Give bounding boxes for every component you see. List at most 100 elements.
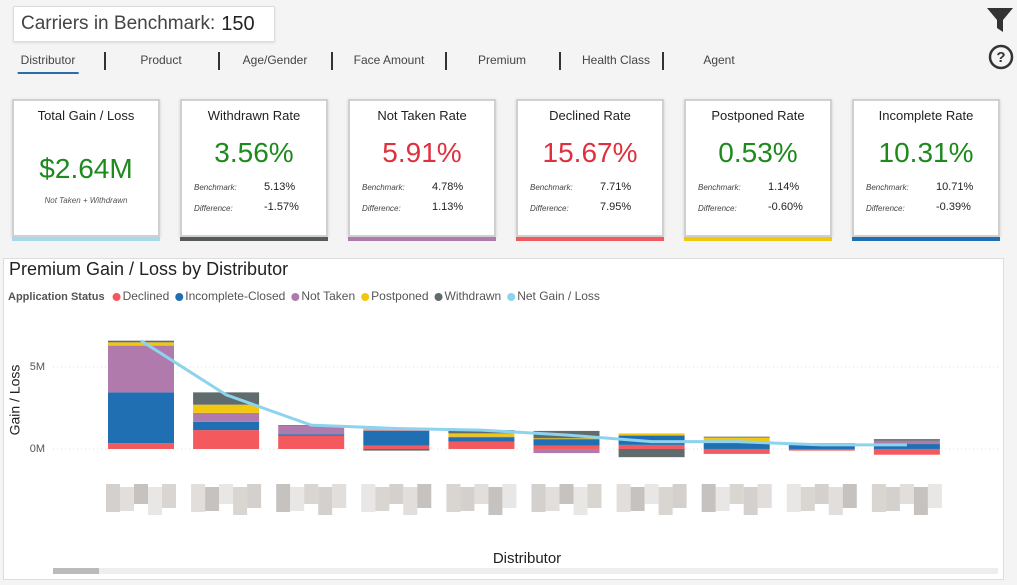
card-accent — [684, 237, 832, 241]
blurred-label — [318, 487, 333, 515]
legend-label: Postponed — [371, 289, 428, 303]
blurred-label — [729, 484, 744, 504]
blurred-label — [644, 484, 659, 504]
y-tick-label: 0M — [30, 443, 45, 455]
blurred-label — [191, 484, 206, 512]
benchmark-value: 4.78% — [432, 181, 464, 193]
card-value: 10.31% — [878, 137, 974, 168]
legend-swatch — [112, 293, 121, 301]
blurred-label — [247, 484, 262, 508]
blurred-label — [757, 484, 772, 508]
bar-segment — [703, 437, 770, 442]
card-value: 3.56% — [214, 137, 294, 168]
tab-separator — [104, 52, 106, 70]
blurred-label — [885, 487, 900, 511]
bar-segment — [703, 436, 770, 438]
difference-value: -0.39% — [936, 201, 971, 213]
icons: ? — [987, 8, 1014, 70]
blurred-label — [743, 487, 758, 515]
chart: Premium Gain / Loss by Distributor Distr… — [3, 258, 1004, 580]
blurred-label — [375, 487, 390, 511]
bar-segment — [618, 444, 685, 449]
blurred-label — [502, 484, 517, 508]
blurred-label — [219, 484, 234, 504]
card-title: Incomplete Rate — [878, 108, 974, 123]
header-value: 150 — [221, 12, 255, 35]
bar-segment — [533, 438, 600, 440]
difference-label: Difference: — [698, 204, 737, 213]
blurred-label — [361, 484, 376, 512]
blurred-label — [332, 484, 347, 508]
blurred-label — [233, 487, 248, 515]
tab-separator — [445, 52, 447, 70]
legend-swatch — [175, 293, 184, 301]
blurred-label — [162, 484, 176, 508]
scroll-thumb[interactable] — [53, 568, 99, 574]
tab[interactable]: Agent — [703, 53, 735, 67]
tab[interactable]: Product — [140, 53, 182, 67]
bar-segment — [448, 433, 515, 437]
legend-label: Not Taken — [301, 289, 355, 303]
blurred-label — [927, 484, 942, 508]
legend-label: Declined — [123, 289, 170, 303]
blurred-label — [276, 484, 291, 512]
bar-segment — [618, 433, 685, 436]
bar-segment — [873, 440, 940, 445]
blurred-label — [814, 484, 829, 504]
tab[interactable]: Age/Gender — [242, 53, 308, 67]
bar-segment — [873, 448, 940, 455]
bar-segment — [193, 404, 260, 413]
filter-icon[interactable] — [987, 8, 1013, 32]
benchmark-value: 10.71% — [936, 181, 974, 193]
bar-segment — [193, 430, 260, 449]
kpi-card: Postponed Rate 0.53% Benchmark: 1.14% Differ… — [684, 99, 832, 237]
difference-value: -1.57% — [264, 201, 299, 213]
bar-segment — [278, 426, 345, 435]
blurred-label — [545, 487, 560, 511]
kpi-card: Declined Rate 15.67% Benchmark: 7.71% Differ… — [516, 99, 664, 237]
bar-segment — [533, 448, 600, 454]
blurred-label — [871, 484, 886, 512]
bar-segment — [873, 444, 940, 449]
bar-segment — [363, 448, 430, 451]
bar-segment — [533, 445, 600, 449]
tab-separator — [331, 52, 333, 70]
benchmark-label: Benchmark: — [530, 183, 573, 192]
y-tick-label: 5M — [30, 361, 45, 373]
bar-segment — [788, 444, 855, 449]
bar-segment — [363, 430, 430, 446]
tab[interactable]: Premium — [477, 53, 527, 67]
x-axis-label: Distributor — [493, 550, 561, 567]
blurred-label — [559, 484, 574, 504]
card-accent — [12, 237, 160, 241]
blurred-label — [205, 487, 220, 511]
legend-swatch — [507, 293, 516, 301]
tab[interactable]: Face Amount — [353, 53, 425, 67]
benchmark-label: Benchmark: — [866, 183, 909, 192]
blurred-label — [701, 484, 716, 512]
benchmark-value: 7.71% — [600, 181, 632, 193]
y-axis-label: Gain / Loss — [7, 365, 23, 436]
tab-separator — [662, 52, 664, 70]
card-accent — [180, 237, 328, 241]
bar-segment — [193, 421, 260, 431]
legend-swatch — [361, 293, 370, 301]
tab-separator — [218, 52, 220, 70]
blurred-label — [417, 484, 432, 508]
legend-swatch — [434, 293, 443, 301]
card-accent — [516, 237, 664, 241]
help-icon[interactable] — [988, 44, 1014, 70]
kpi-card: Total Gain / Loss $2.64M Not Taken + Withd… — [12, 99, 160, 237]
difference-label: Difference: — [362, 204, 401, 213]
card-title: Postponed Rate — [711, 108, 805, 123]
blurred-label — [148, 487, 162, 515]
scroll-track — [53, 568, 998, 574]
tab[interactable]: Health Class — [581, 53, 651, 67]
benchmark-value: 5.13% — [264, 181, 296, 193]
bar-segment — [533, 439, 600, 446]
tab[interactable]: Distributor — [17, 53, 79, 74]
bar-segment — [448, 441, 515, 449]
blurred-label — [828, 487, 843, 515]
bar-segment — [788, 448, 855, 451]
